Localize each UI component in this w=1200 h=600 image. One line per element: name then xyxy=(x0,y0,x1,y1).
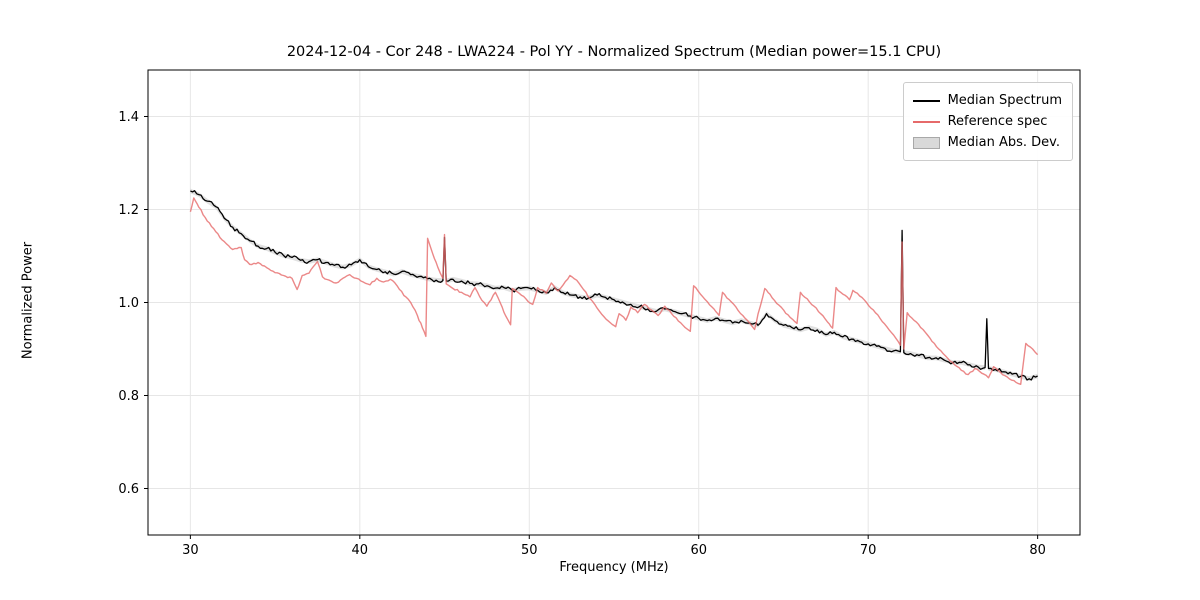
x-tick-label: 60 xyxy=(690,543,707,558)
x-tick-label: 70 xyxy=(860,543,877,558)
reference-spec-line-swatch xyxy=(912,120,940,123)
legend: Median Spectrum Reference spec Median Ab… xyxy=(902,82,1073,161)
legend-item-median-abs-dev: Median Abs. Dev. xyxy=(912,132,1062,153)
x-tick-label: 80 xyxy=(1029,543,1046,558)
y-tick-label: 1.4 xyxy=(118,110,139,125)
legend-item-reference-spec: Reference spec xyxy=(912,111,1062,132)
x-tick-label: 50 xyxy=(521,543,538,558)
legend-label-median-abs-dev: Median Abs. Dev. xyxy=(947,135,1061,150)
mad-band-swatch xyxy=(912,136,940,149)
legend-item-median-spectrum: Median Spectrum xyxy=(912,90,1062,111)
legend-label-reference-spec: Reference spec xyxy=(947,114,1048,129)
median-spectrum-line-swatch xyxy=(912,99,940,102)
chart-title: 2024-12-04 - Cor 248 - LWA224 - Pol YY -… xyxy=(286,44,942,60)
y-tick-label: 1.0 xyxy=(118,296,139,311)
y-tick-label: 1.2 xyxy=(118,203,139,218)
y-tick-label: 0.8 xyxy=(118,389,139,404)
x-tick-label: 30 xyxy=(182,543,199,558)
legend-label-median-spectrum: Median Spectrum xyxy=(947,93,1062,108)
x-axis-label: Frequency (MHz) xyxy=(559,560,669,575)
x-tick-label: 40 xyxy=(352,543,369,558)
y-axis-label: Normalized Power xyxy=(20,241,36,360)
y-tick-label: 0.6 xyxy=(118,482,139,497)
